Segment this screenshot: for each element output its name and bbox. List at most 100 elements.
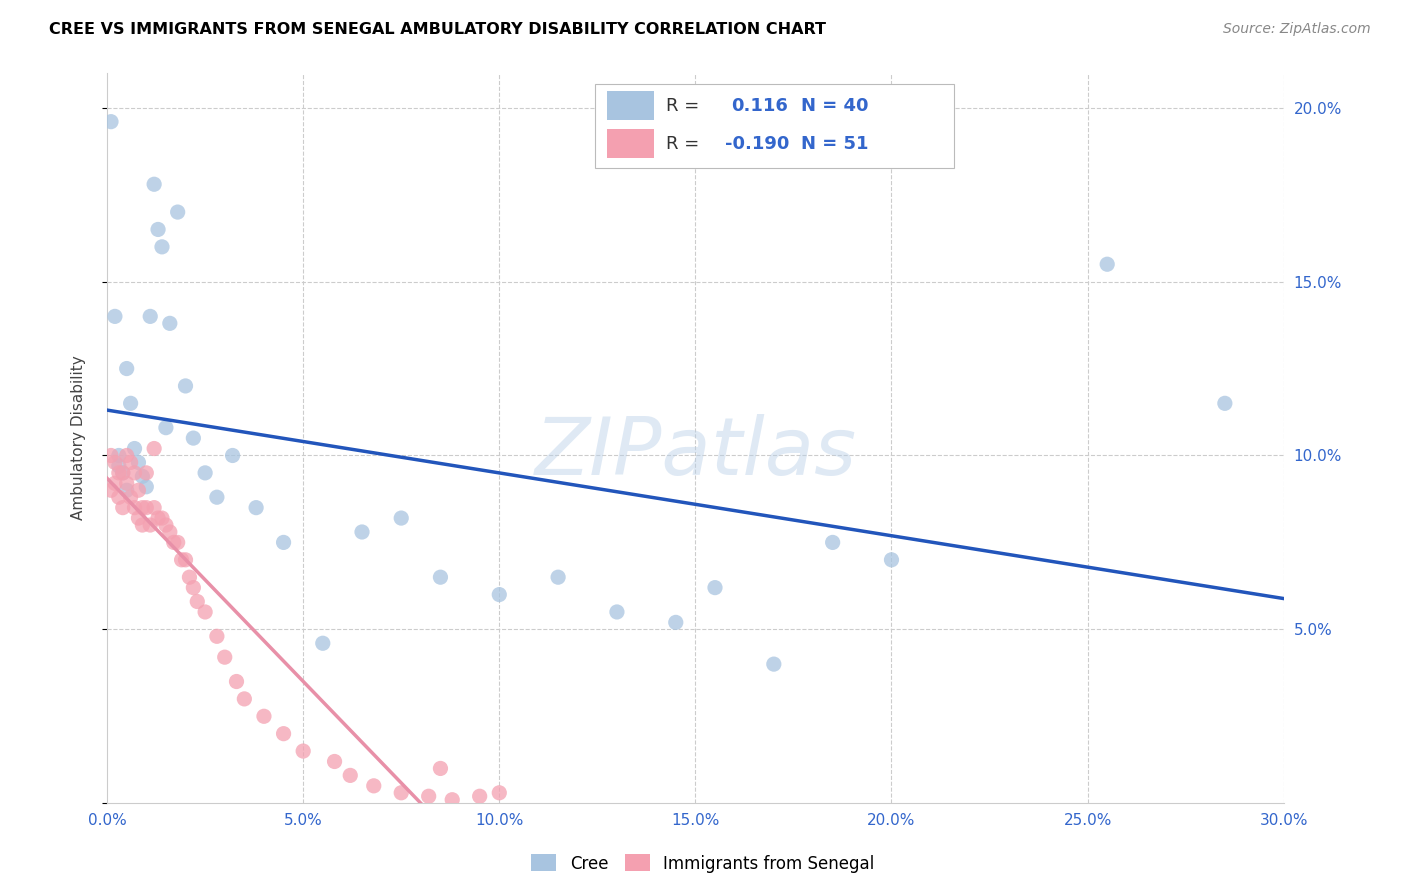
Point [547, 570, 569, 584]
Point [183, 431, 205, 445]
Point [1095, 257, 1118, 271]
Point [174, 379, 197, 393]
Point [488, 588, 510, 602]
Text: ZIPatlas: ZIPatlas [534, 414, 856, 491]
Point [194, 466, 217, 480]
Point [363, 779, 385, 793]
Point [214, 650, 236, 665]
Point [389, 786, 412, 800]
Point [127, 455, 149, 469]
Point [143, 442, 166, 456]
Point [273, 727, 295, 741]
Point [150, 240, 173, 254]
Point [166, 205, 188, 219]
Point [135, 500, 157, 515]
Point [104, 310, 127, 324]
Point [124, 442, 146, 456]
Text: R =: R = [666, 97, 699, 115]
Point [108, 466, 131, 480]
Text: Source: ZipAtlas.com: Source: ZipAtlas.com [1223, 22, 1371, 37]
Point [139, 518, 162, 533]
Point [143, 178, 166, 192]
Point [108, 449, 131, 463]
Point [115, 361, 138, 376]
Point [115, 476, 138, 491]
Point [115, 449, 138, 463]
Point [111, 500, 134, 515]
Point [194, 605, 217, 619]
Point [1213, 396, 1236, 410]
Text: N = 51: N = 51 [801, 135, 869, 153]
Point [339, 768, 361, 782]
Point [441, 793, 464, 807]
Point [100, 449, 122, 463]
Text: -0.190: -0.190 [725, 135, 789, 153]
Point [312, 636, 335, 650]
FancyBboxPatch shape [607, 129, 654, 159]
Point [124, 500, 146, 515]
Point [166, 535, 188, 549]
Point [124, 466, 146, 480]
Text: CREE VS IMMIGRANTS FROM SENEGAL AMBULATORY DISABILITY CORRELATION CHART: CREE VS IMMIGRANTS FROM SENEGAL AMBULATO… [49, 22, 827, 37]
Point [468, 789, 491, 804]
Point [143, 500, 166, 515]
Point [111, 466, 134, 480]
Point [174, 553, 197, 567]
Point [100, 483, 122, 498]
Legend: Cree, Immigrants from Senegal: Cree, Immigrants from Senegal [524, 847, 882, 880]
Point [292, 744, 315, 758]
Point [127, 483, 149, 498]
FancyBboxPatch shape [607, 91, 654, 120]
Point [100, 114, 122, 128]
Point [150, 511, 173, 525]
Point [762, 657, 785, 672]
Point [135, 466, 157, 480]
Point [273, 535, 295, 549]
Point [253, 709, 276, 723]
Point [233, 692, 256, 706]
Point [159, 524, 181, 539]
Point [221, 449, 243, 463]
Point [159, 316, 181, 330]
Point [163, 535, 186, 549]
Point [186, 594, 208, 608]
Point [146, 511, 169, 525]
Point [488, 786, 510, 800]
Y-axis label: Ambulatory Disability: Ambulatory Disability [72, 356, 86, 520]
Point [139, 310, 162, 324]
Point [606, 605, 628, 619]
Point [131, 518, 153, 533]
Point [418, 789, 440, 804]
Point [111, 466, 134, 480]
Point [179, 570, 201, 584]
Point [120, 455, 142, 469]
Point [429, 570, 451, 584]
Point [155, 518, 177, 533]
Text: N = 40: N = 40 [801, 97, 869, 115]
Point [821, 535, 844, 549]
Point [170, 553, 193, 567]
Point [183, 581, 205, 595]
Point [350, 524, 373, 539]
Point [205, 629, 228, 643]
Point [155, 420, 177, 434]
Point [104, 455, 127, 469]
Point [104, 476, 127, 491]
Point [127, 511, 149, 525]
Point [429, 761, 451, 775]
Point [108, 458, 131, 473]
Point [245, 500, 267, 515]
Point [225, 674, 247, 689]
Point [108, 490, 131, 504]
Text: R =: R = [666, 135, 699, 153]
Point [323, 755, 346, 769]
Point [131, 500, 153, 515]
Text: 0.116: 0.116 [731, 97, 787, 115]
Point [115, 483, 138, 498]
Point [120, 490, 142, 504]
Point [389, 511, 412, 525]
Point [880, 553, 903, 567]
Point [665, 615, 688, 630]
Point [131, 469, 153, 483]
FancyBboxPatch shape [595, 84, 955, 168]
